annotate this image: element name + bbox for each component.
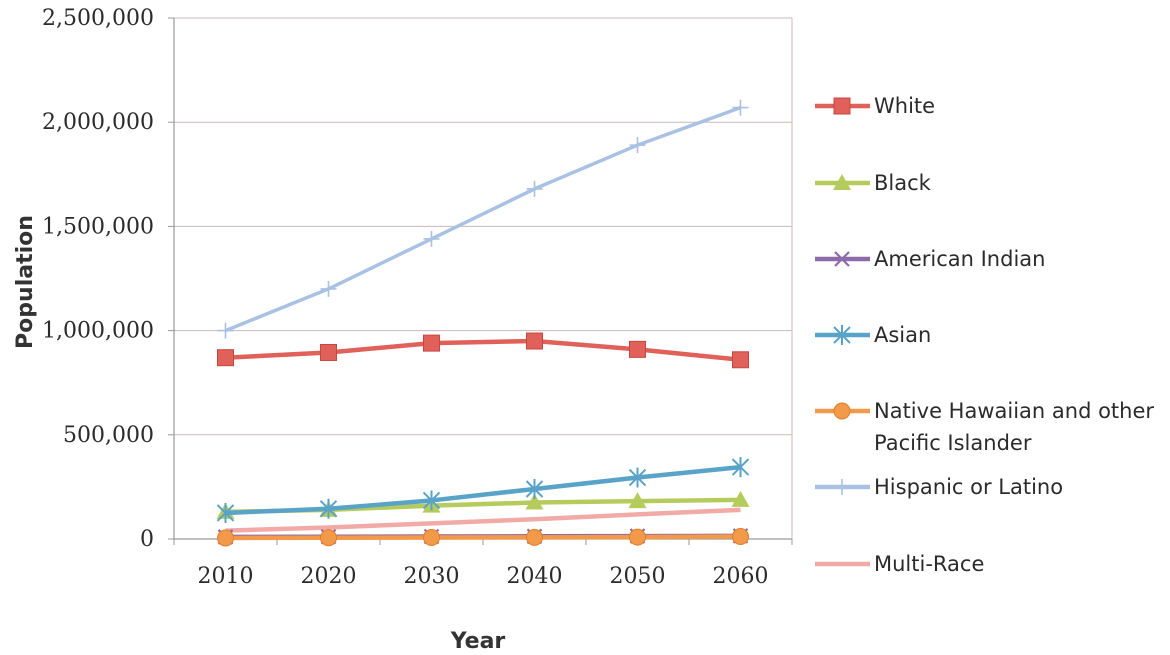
series-line-6	[225, 507, 741, 533]
y-tick-label: 0	[140, 527, 154, 552]
data-point	[525, 493, 544, 510]
data-point	[423, 230, 440, 247]
series-layer	[216, 99, 750, 547]
data-point	[526, 528, 543, 546]
legend-label: Pacific Islander	[874, 431, 1032, 455]
x-tick-label: 2060	[713, 564, 769, 589]
legend-item-2: American Indian	[815, 247, 1045, 271]
legend-marker	[833, 325, 851, 345]
y-axis-ticks: 0 500,000 1,000,000 1,500,000 2,000,000 2,500…	[42, 6, 174, 552]
data-point	[526, 332, 543, 350]
x-tick-label: 2020	[301, 564, 357, 589]
series-line-0	[225, 338, 741, 363]
legend-marker	[834, 479, 850, 495]
data-point	[423, 334, 440, 352]
series-line-3	[225, 464, 741, 516]
data-point	[320, 280, 337, 297]
legend-item-0: White	[815, 94, 935, 118]
data-point	[217, 349, 234, 367]
legend-marker	[833, 402, 851, 420]
data-point	[732, 99, 749, 116]
x-tick-label: 2040	[507, 564, 563, 589]
data-point	[422, 490, 441, 511]
data-point	[628, 492, 647, 509]
legend-label: White	[874, 94, 935, 118]
data-point	[320, 343, 337, 361]
data-point	[216, 502, 235, 523]
data-point	[731, 457, 750, 478]
legend-label: Hispanic or Latino	[874, 475, 1063, 499]
y-tick-label: 1,500,000	[42, 214, 154, 239]
y-tick-label: 2,000,000	[42, 110, 154, 135]
legend-label: Asian	[874, 323, 931, 347]
legend-item-6: Multi-Race	[815, 552, 984, 576]
data-point	[732, 351, 749, 369]
data-point	[629, 137, 646, 154]
legend-item-3: Asian	[815, 323, 931, 347]
gridlines	[174, 17, 792, 436]
data-point	[629, 528, 646, 546]
data-point	[217, 322, 234, 339]
data-point	[526, 180, 543, 197]
data-point	[732, 527, 749, 545]
data-point	[423, 529, 440, 547]
legend-item-5: Hispanic or Latino	[815, 475, 1063, 499]
legend-marker	[833, 97, 851, 115]
legend-item-4: Native Hawaiian and other Pacific Islande…	[815, 399, 1154, 455]
legend-label: American Indian	[874, 247, 1045, 271]
x-tick-label: 2050	[610, 564, 666, 589]
series-line-5	[224, 105, 742, 333]
axes	[173, 18, 793, 540]
x-tick-label: 2030	[404, 564, 460, 589]
y-tick-label: 1,000,000	[42, 319, 154, 344]
series-line-4	[225, 534, 741, 541]
y-tick-label: 2,500,000	[42, 6, 154, 31]
x-tick-label: 2010	[198, 564, 254, 589]
data-point	[629, 340, 646, 358]
data-point	[217, 529, 234, 547]
data-point	[731, 490, 750, 507]
legend-marker	[834, 251, 850, 267]
data-point	[525, 478, 544, 499]
y-axis-title: Population	[13, 215, 38, 349]
x-axis-ticks: 2010 2020 2030 2040 2050 2060	[173, 539, 793, 589]
data-point	[319, 498, 338, 519]
legend: White Black American Indian Asian Native Haw…	[815, 94, 1154, 576]
x-axis-title: Year	[450, 629, 506, 654]
legend-label: Black	[874, 171, 932, 195]
data-point	[628, 467, 647, 488]
y-tick-label: 500,000	[63, 423, 154, 448]
legend-item-1: Black	[815, 171, 932, 195]
data-point	[320, 529, 337, 547]
legend-marker	[833, 174, 851, 190]
legend-label: Multi-Race	[874, 552, 984, 576]
legend-label: Native Hawaiian and other	[874, 399, 1154, 423]
